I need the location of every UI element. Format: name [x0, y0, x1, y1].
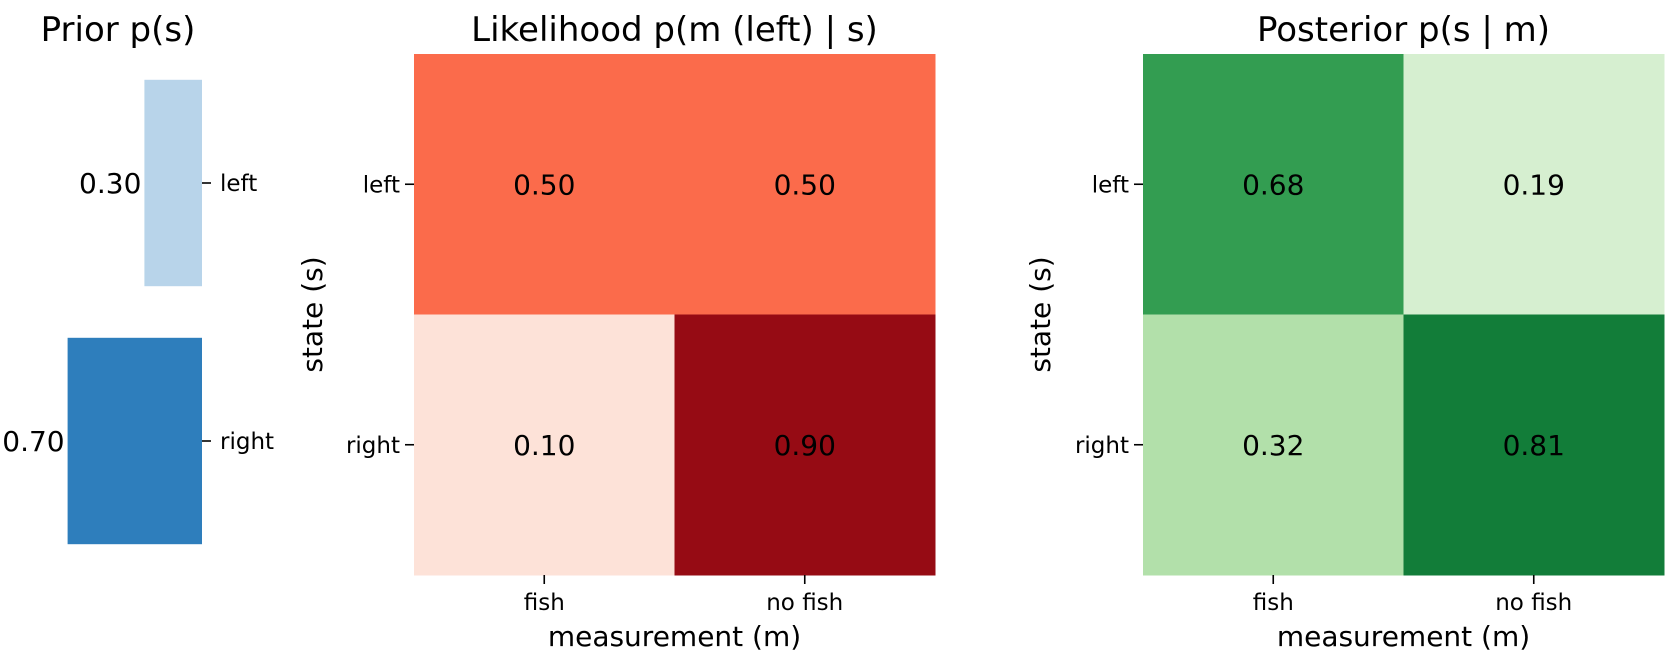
- posterior-ylabel: state (s): [1024, 256, 1057, 372]
- posterior-cell-value: 0.32: [1242, 429, 1304, 462]
- likelihood-xtick-label: fish: [524, 590, 565, 616]
- posterior-xlabel: measurement (m): [1277, 620, 1530, 653]
- posterior-cell-value: 0.19: [1503, 168, 1565, 201]
- posterior-cell-value: 0.81: [1503, 429, 1565, 462]
- likelihood-cell-value: 0.50: [513, 168, 575, 201]
- likelihood-cell-left-no-fish: [674, 54, 936, 315]
- likelihood-xtick-label: no fish: [766, 590, 843, 616]
- likelihood-title: Likelihood p(m (left) | s): [471, 10, 878, 50]
- prior-value-label: 0.70: [2, 425, 64, 458]
- posterior-cell-left-fish: [1143, 54, 1404, 315]
- prior-bar-left: [144, 79, 202, 287]
- likelihood-cell-left-fish: [414, 54, 675, 315]
- likelihood-cell-value: 0.50: [774, 168, 836, 201]
- posterior-ytick-label: right: [1075, 433, 1129, 459]
- posterior-cell-left-no-fish: [1403, 54, 1665, 315]
- likelihood-ytick-label: left: [363, 172, 400, 198]
- prior-title: Prior p(s): [41, 10, 196, 50]
- posterior-ytick-label: left: [1092, 172, 1129, 198]
- likelihood-cell-value: 0.10: [513, 429, 575, 462]
- posterior-title: Posterior p(s | m): [1257, 10, 1550, 50]
- likelihood-cell-right-fish: [414, 314, 675, 576]
- prior-tick-label: left: [220, 171, 257, 197]
- likelihood-ylabel: state (s): [296, 256, 329, 372]
- prior-tick-label: right: [220, 429, 274, 455]
- posterior-cell-right-fish: [1143, 314, 1404, 576]
- posterior-cell-value: 0.68: [1242, 168, 1304, 201]
- likelihood-cell-right-no-fish: [674, 314, 936, 576]
- posterior-cell-right-no-fish: [1403, 314, 1665, 576]
- likelihood-cell-value: 0.90: [774, 429, 836, 462]
- posterior-xtick-label: fish: [1253, 590, 1294, 616]
- likelihood-ytick-label: right: [346, 433, 400, 459]
- likelihood-xlabel: measurement (m): [548, 620, 801, 653]
- prior-bar-right: [67, 337, 202, 545]
- posterior-xtick-label: no fish: [1495, 590, 1572, 616]
- prior-value-label: 0.30: [79, 167, 141, 200]
